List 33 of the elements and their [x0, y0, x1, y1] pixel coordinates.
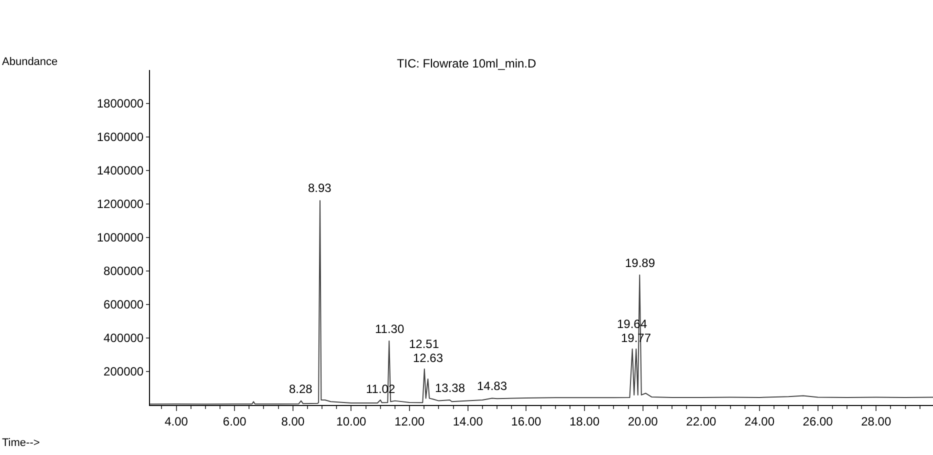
- y-tick-label: 1600000: [96, 130, 144, 144]
- x-tick-label: 20.00: [628, 414, 658, 428]
- y-tick-label: 600000: [104, 298, 144, 312]
- x-tick-label: 6.00: [222, 414, 247, 428]
- x-tick-label: 4.00: [164, 414, 188, 428]
- x-tick-label: 8.00: [281, 414, 305, 428]
- annotation: 14.83: [477, 379, 508, 393]
- y-tick-label: 1000000: [96, 230, 144, 245]
- y-tick-label: 800000: [104, 264, 144, 278]
- y-tick-label: 1800000: [96, 96, 144, 111]
- x-tick-label: 10.00: [336, 414, 367, 428]
- y-tick-label: 400000: [104, 331, 144, 346]
- x-tick-label: 18.00: [569, 414, 600, 428]
- y-tick-label: 1400000: [96, 164, 144, 178]
- chart-title: TIC: Flowrate 10ml_min.D: [396, 56, 537, 71]
- x-tick-label: 12.00: [394, 414, 425, 428]
- x-tick-label: 16.00: [511, 414, 542, 428]
- annotation: 19.89: [625, 256, 656, 270]
- x-tick-label: 14.00: [452, 414, 484, 428]
- annotation: 13.38: [435, 381, 466, 395]
- annotation: 8.28: [289, 382, 313, 396]
- annotation: 12.51: [409, 337, 440, 351]
- y-tick-label: 200000: [104, 364, 144, 379]
- annotation: 8.93: [308, 181, 332, 195]
- x-tick-label: 22.00: [686, 414, 716, 428]
- y-axis-title: Abundance: [2, 56, 58, 68]
- x-tick-label: 28.00: [861, 414, 892, 428]
- y-tick-label: 1200000: [96, 197, 144, 212]
- text: Time-->: [2, 437, 40, 449]
- annotation: 12.63: [413, 351, 444, 365]
- x-tick-label: 26.00: [802, 414, 834, 428]
- annotation: 11.30: [375, 322, 404, 336]
- x-tick-label: 24.00: [744, 414, 775, 428]
